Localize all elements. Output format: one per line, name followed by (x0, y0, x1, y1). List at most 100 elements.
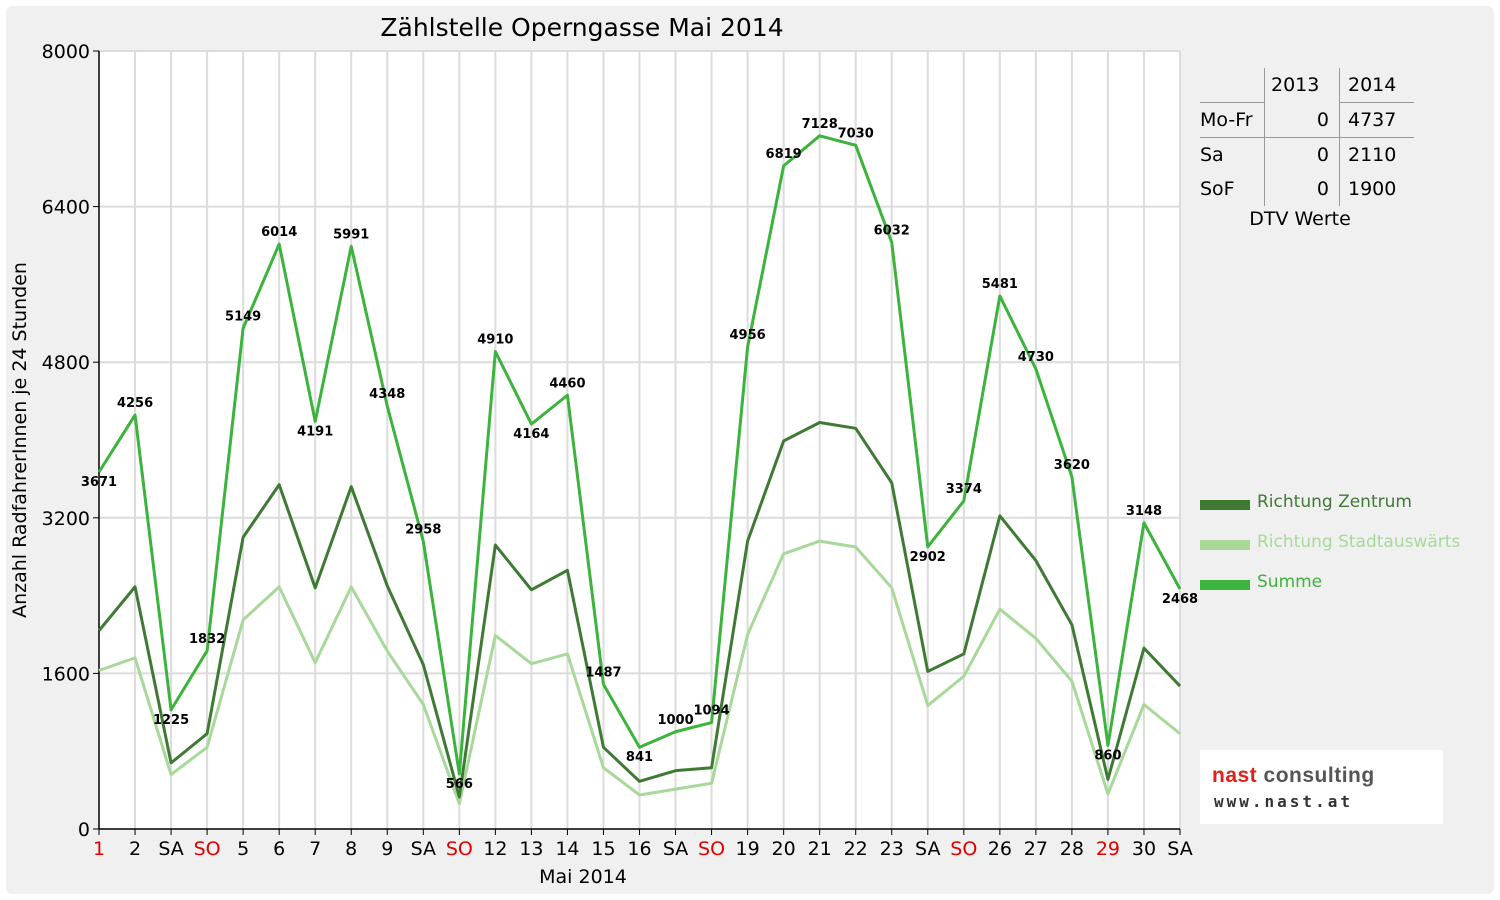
data-label: 3620 (1054, 458, 1090, 473)
y-tick-label: 4800 (42, 352, 90, 374)
logo-wordmark: nast consulting (1212, 764, 1375, 788)
x-tick-label: 15 (591, 838, 615, 860)
series-line-1 (98, 539, 1181, 806)
data-label: 1487 (585, 665, 621, 680)
data-label: 2902 (910, 550, 946, 565)
dtv-cell: 1900 (1339, 172, 1414, 206)
x-tick-label: 12 (483, 838, 507, 860)
series-line-2 (97, 134, 1182, 776)
x-tick-label: 6 (273, 838, 285, 860)
data-label: 4910 (477, 333, 513, 348)
dtv-cell: 4737 (1339, 102, 1414, 138)
x-tick-label: SO (950, 838, 977, 860)
dtv-cell: 0 (1264, 102, 1340, 138)
x-tick-label: 19 (736, 838, 760, 860)
data-label: 1832 (189, 632, 225, 647)
data-label: 4191 (297, 424, 333, 439)
data-label: 6032 (874, 223, 910, 238)
y-axis-label: Anzahl RadfahrerInnen je 24 Stunden (9, 262, 31, 618)
y-tick-label: 1600 (42, 663, 90, 685)
legend-label: Richtung Stadtauswärts (1257, 532, 1461, 552)
data-label: 3374 (946, 482, 982, 497)
dtv-row-label: SoF (1200, 178, 1235, 200)
legend-swatch (1200, 500, 1250, 510)
data-label: 7030 (838, 126, 874, 141)
y-tick-label: 3200 (42, 508, 90, 530)
x-tick-label: SO (446, 838, 473, 860)
data-label: 5481 (982, 277, 1018, 292)
x-tick-label: 27 (1024, 838, 1048, 860)
x-tick-label: 30 (1132, 838, 1156, 860)
x-tick-label: 28 (1060, 838, 1084, 860)
x-tick-label: 29 (1096, 838, 1120, 860)
data-label: 4956 (730, 328, 766, 343)
x-tick-label: SA (663, 838, 688, 860)
data-label: 4730 (1018, 350, 1054, 365)
dtv-col-2014: 2014 (1339, 68, 1414, 103)
logo-url: www.nast.at (1214, 792, 1353, 811)
dtv-cell: 0 (1264, 137, 1340, 172)
data-label: 6014 (261, 225, 297, 240)
x-tick-label: 2 (129, 838, 141, 860)
data-label: 4164 (513, 427, 549, 442)
dtv-cell: 2110 (1339, 137, 1414, 172)
data-label: 1225 (153, 713, 189, 728)
x-tick-label: SA (411, 838, 436, 860)
legend-label: Summe (1257, 572, 1323, 592)
x-tick-label: 8 (345, 838, 357, 860)
series-line-0 (97, 420, 1182, 799)
x-tick-label: SA (915, 838, 940, 860)
y-tick-label: 8000 (42, 41, 90, 63)
data-label: 566 (446, 777, 473, 792)
x-tick-label: 23 (880, 838, 904, 860)
x-tick-label: 20 (772, 838, 796, 860)
chart-title: Zählstelle Operngasse Mai 2014 (380, 13, 783, 42)
y-tick-label: 6400 (42, 197, 90, 219)
x-tick-label: 14 (555, 838, 579, 860)
data-label: 1000 (657, 713, 693, 728)
dtv-row-label: Sa (1200, 144, 1224, 166)
legend-label: Richtung Zentrum (1257, 492, 1412, 512)
dtv-col-2013: 2013 (1264, 68, 1340, 103)
y-tick-label: 0 (78, 819, 90, 841)
dtv-row-label: Mo-Fr (1200, 102, 1265, 138)
x-tick-label: 22 (844, 838, 868, 860)
x-tick-label: SO (194, 838, 221, 860)
data-label: 5149 (225, 309, 261, 324)
x-tick-label: 5 (237, 838, 249, 860)
nast-consulting-logo: nast consulting www.nast.at (1200, 750, 1443, 824)
x-axis-label: Mai 2014 (539, 866, 627, 888)
logo-word-consulting: consulting (1257, 764, 1375, 787)
x-tick-label: 1 (93, 838, 105, 860)
x-tick-label: 7 (309, 838, 321, 860)
logo-word-nast: nast (1212, 764, 1258, 787)
data-label: 2958 (405, 522, 441, 537)
dtv-corner (1200, 68, 1265, 103)
data-label: 3671 (81, 475, 117, 490)
dtv-caption: DTV Werte (1249, 208, 1351, 230)
data-label: 4460 (549, 376, 585, 391)
data-label: 860 (1094, 748, 1121, 763)
data-label: 7128 (802, 117, 838, 132)
dtv-table: 2013 2014 Mo-Fr 0 4737 Sa 0 2110 SoF 0 1… (1200, 68, 1414, 206)
x-tick-label: SA (158, 838, 183, 860)
data-label: 841 (626, 750, 653, 765)
dtv-cell: 0 (1264, 172, 1340, 206)
legend-swatch (1200, 540, 1250, 550)
legend-swatch (1200, 580, 1250, 590)
data-label: 5991 (333, 227, 369, 242)
data-label: 4256 (117, 396, 153, 411)
x-tick-label: 9 (381, 838, 393, 860)
x-tick-label: 16 (627, 838, 651, 860)
x-tick-label: 26 (988, 838, 1012, 860)
x-tick-label: 21 (808, 838, 832, 860)
x-tick-label: SO (698, 838, 725, 860)
data-label: 3148 (1126, 504, 1162, 519)
x-tick-label: 13 (519, 838, 543, 860)
data-label: 6819 (766, 147, 802, 162)
x-tick-label: SA (1167, 838, 1192, 860)
data-label: 2468 (1162, 592, 1198, 607)
data-label: 4348 (369, 387, 405, 402)
data-label: 1094 (693, 704, 729, 719)
